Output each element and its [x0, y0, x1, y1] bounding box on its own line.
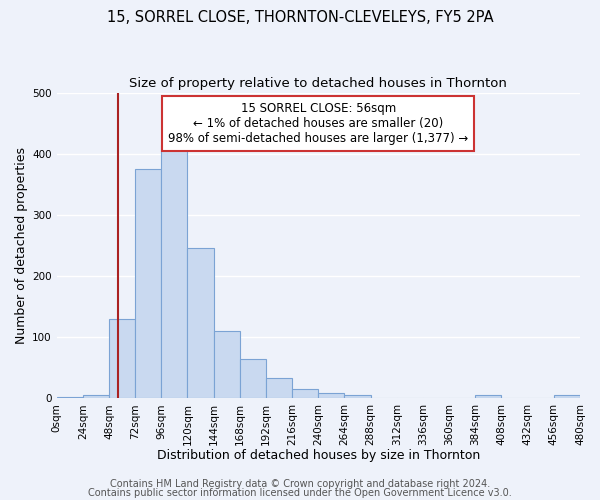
Y-axis label: Number of detached properties: Number of detached properties — [15, 147, 28, 344]
Bar — [161, 145, 187, 399]
Text: 15 SORREL CLOSE: 56sqm
← 1% of detached houses are smaller (20)
98% of semi-deta: 15 SORREL CLOSE: 56sqm ← 1% of detached … — [168, 102, 469, 145]
Bar — [187, 248, 214, 398]
X-axis label: Distribution of detached houses by size in Thornton: Distribution of detached houses by size … — [157, 450, 480, 462]
Text: Contains HM Land Registry data © Crown copyright and database right 2024.: Contains HM Land Registry data © Crown c… — [110, 479, 490, 489]
Bar — [319, 394, 344, 398]
Bar — [344, 396, 371, 398]
Bar — [266, 378, 292, 398]
Bar — [292, 389, 319, 398]
Bar — [109, 319, 135, 398]
Title: Size of property relative to detached houses in Thornton: Size of property relative to detached ho… — [130, 78, 507, 90]
Bar — [56, 396, 83, 398]
Bar — [214, 331, 240, 398]
Bar — [554, 396, 580, 398]
Bar — [83, 396, 109, 398]
Bar — [135, 170, 161, 398]
Text: Contains public sector information licensed under the Open Government Licence v3: Contains public sector information licen… — [88, 488, 512, 498]
Bar — [240, 358, 266, 399]
Bar — [475, 396, 502, 398]
Text: 15, SORREL CLOSE, THORNTON-CLEVELEYS, FY5 2PA: 15, SORREL CLOSE, THORNTON-CLEVELEYS, FY… — [107, 10, 493, 25]
